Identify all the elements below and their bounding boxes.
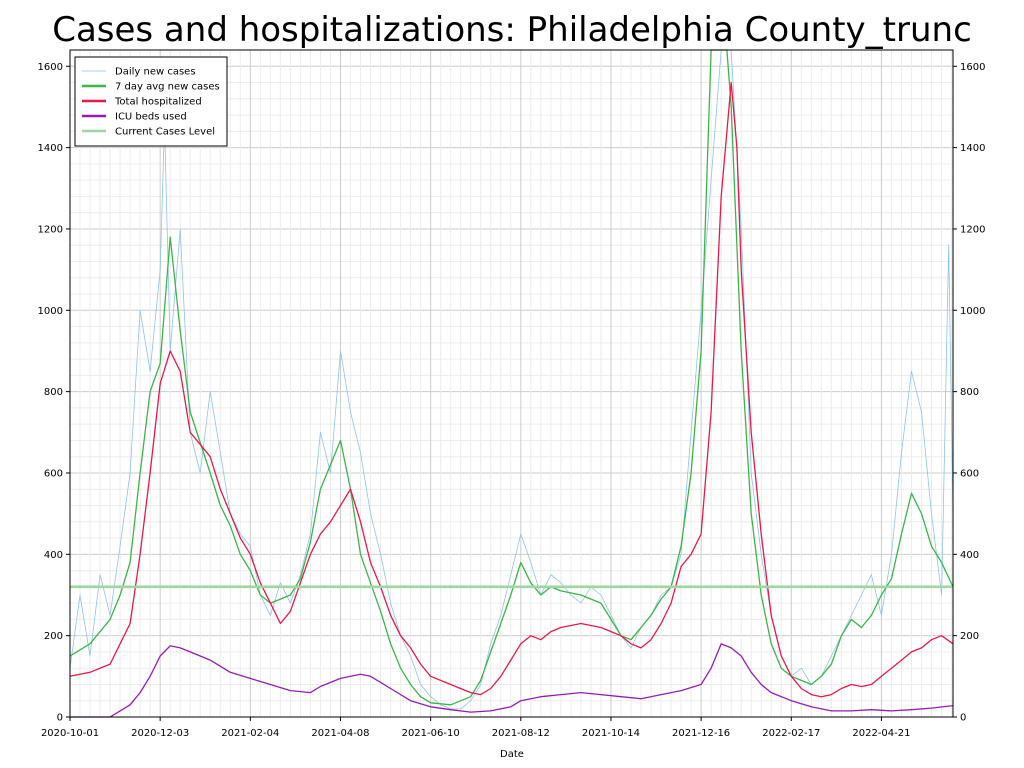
x-tick-label: 2021-10-14 <box>582 728 640 739</box>
y-tick-label-right: 400 <box>960 550 979 561</box>
y-tick-label-left: 800 <box>44 387 63 398</box>
y-tick-label-left: 400 <box>44 550 63 561</box>
y-tick-label-right: 200 <box>960 631 979 642</box>
series-total-hospitalized <box>69 81 954 698</box>
x-tick-label: 2022-02-17 <box>762 728 820 739</box>
legend-label: Current Cases Level <box>115 127 215 138</box>
x-tick-label: 2020-10-01 <box>41 728 99 739</box>
series-7-day-avg-new-cases <box>69 49 954 706</box>
y-tick-label-left: 1600 <box>38 62 63 73</box>
y-tick-label-right: 0 <box>960 713 966 724</box>
legend-label: Total hospitalized <box>114 97 202 108</box>
series-layer <box>69 49 954 718</box>
x-tick-label: 2021-04-08 <box>311 728 369 739</box>
y-tick-label-left: 0 <box>57 713 63 724</box>
y-tick-label-right: 600 <box>960 468 979 479</box>
plot-frame <box>69 49 954 718</box>
x-tick-label: 2021-06-10 <box>402 728 460 739</box>
y-tick-label-right: 800 <box>960 387 979 398</box>
y-tick-label-left: 1000 <box>38 306 63 317</box>
y-tick-label-left: 1200 <box>38 224 63 235</box>
legend-label: Daily new cases <box>115 67 196 78</box>
y-tick-label-left: 600 <box>44 468 63 479</box>
y-tick-label-left: 1400 <box>38 143 63 154</box>
y-tick-label-right: 1600 <box>960 62 985 73</box>
series-icu-beds-used <box>70 643 954 718</box>
series-daily-new-cases <box>69 49 954 710</box>
x-tick-label: 2021-08-12 <box>492 728 550 739</box>
grid <box>70 50 953 717</box>
y-tick-label-left: 200 <box>44 631 63 642</box>
ticks: 0 0 200 200 400 400 600 600 800 800 1000 1000 1200 12… <box>38 62 986 739</box>
x-tick-label: 2021-12-16 <box>672 728 730 739</box>
x-tick-label: 2020-12-03 <box>131 728 189 739</box>
y-tick-label-right: 1400 <box>960 143 985 154</box>
x-axis-label: Date <box>500 749 524 760</box>
chart-title: Cases and hospitalizations: Philadelphia… <box>52 10 972 50</box>
y-tick-label-right: 1000 <box>960 306 985 317</box>
x-tick-label: 2021-02-04 <box>221 728 279 739</box>
y-tick-label-right: 1200 <box>960 224 985 235</box>
legend: Daily new cases 7 day avg new cases Total … <box>74 56 228 147</box>
legend-label: ICU beds used <box>115 112 187 123</box>
x-tick-label: 2022-04-21 <box>852 728 910 739</box>
legend-label: 7 day avg new cases <box>115 82 220 93</box>
